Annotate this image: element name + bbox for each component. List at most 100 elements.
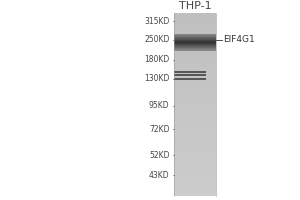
Text: 95KD: 95KD: [149, 101, 170, 110]
Text: 315KD: 315KD: [144, 17, 170, 26]
Bar: [174, 75, 216, 77]
Bar: [174, 40, 216, 41]
Text: 52KD: 52KD: [149, 151, 169, 160]
Bar: [174, 194, 216, 196]
Bar: [174, 100, 216, 102]
Bar: [174, 84, 216, 86]
Bar: [174, 105, 216, 107]
Bar: [174, 47, 216, 48]
Bar: [174, 130, 216, 132]
Bar: [174, 70, 216, 73]
Bar: [174, 46, 216, 47]
Bar: [174, 132, 216, 134]
Bar: [174, 63, 216, 66]
Bar: [174, 182, 216, 185]
Bar: [174, 44, 216, 45]
Text: EIF4G1: EIF4G1: [224, 35, 255, 44]
Bar: [174, 166, 216, 169]
Bar: [174, 153, 216, 155]
Bar: [174, 91, 216, 93]
Bar: [174, 155, 216, 157]
Bar: [174, 148, 216, 150]
Bar: [174, 47, 216, 50]
Bar: [174, 73, 216, 75]
Bar: [174, 164, 216, 166]
Bar: [174, 66, 216, 68]
Bar: [174, 49, 216, 50]
Bar: [174, 125, 216, 127]
Bar: [174, 171, 216, 173]
Text: 43KD: 43KD: [149, 171, 170, 180]
Bar: [174, 22, 216, 25]
Bar: [174, 54, 216, 57]
Bar: [174, 36, 216, 38]
Bar: [174, 175, 216, 178]
Bar: [174, 45, 216, 46]
Bar: [174, 111, 216, 114]
Bar: [174, 34, 216, 36]
Bar: [174, 52, 216, 54]
Bar: [174, 35, 216, 36]
Bar: [174, 189, 216, 191]
Bar: [174, 178, 216, 180]
Bar: [174, 123, 216, 125]
Bar: [174, 18, 216, 20]
Bar: [174, 86, 216, 89]
Bar: [174, 157, 216, 159]
Bar: [174, 41, 216, 42]
Bar: [174, 38, 216, 41]
Bar: [174, 41, 216, 43]
Bar: [174, 61, 216, 63]
Bar: [174, 50, 216, 52]
Bar: [174, 37, 216, 38]
Bar: [174, 45, 216, 47]
Bar: [174, 146, 216, 148]
Bar: [174, 107, 216, 109]
Bar: [174, 68, 216, 70]
Bar: [174, 74, 206, 76]
Bar: [174, 185, 216, 187]
Bar: [174, 79, 216, 82]
Bar: [174, 191, 216, 194]
Bar: [174, 118, 216, 121]
Bar: [174, 42, 216, 43]
Bar: [174, 169, 216, 171]
Bar: [174, 15, 216, 18]
Bar: [174, 25, 216, 27]
Bar: [174, 150, 216, 153]
Text: 130KD: 130KD: [144, 74, 170, 83]
Bar: [174, 50, 216, 51]
Bar: [174, 98, 216, 100]
Bar: [174, 141, 216, 143]
Bar: [174, 27, 216, 29]
Bar: [174, 93, 216, 95]
Bar: [174, 82, 216, 84]
Bar: [174, 89, 216, 91]
Bar: [174, 109, 216, 111]
Bar: [174, 159, 216, 162]
Bar: [174, 31, 216, 34]
Bar: [174, 71, 206, 73]
Bar: [174, 59, 216, 61]
Bar: [174, 180, 216, 182]
Bar: [174, 34, 216, 35]
Text: 180KD: 180KD: [144, 55, 169, 64]
Bar: [174, 38, 216, 39]
Bar: [174, 13, 216, 15]
Bar: [174, 20, 216, 22]
Bar: [174, 143, 216, 146]
Bar: [174, 127, 216, 130]
Bar: [174, 77, 216, 79]
Bar: [174, 137, 216, 139]
Bar: [174, 48, 216, 49]
Bar: [174, 39, 216, 40]
Bar: [174, 102, 216, 105]
Bar: [174, 57, 216, 59]
Bar: [174, 29, 216, 31]
Bar: [174, 162, 216, 164]
Text: THP-1: THP-1: [179, 1, 211, 11]
Bar: [174, 173, 216, 175]
Bar: [174, 78, 206, 80]
Bar: [174, 139, 216, 141]
Bar: [174, 95, 216, 98]
